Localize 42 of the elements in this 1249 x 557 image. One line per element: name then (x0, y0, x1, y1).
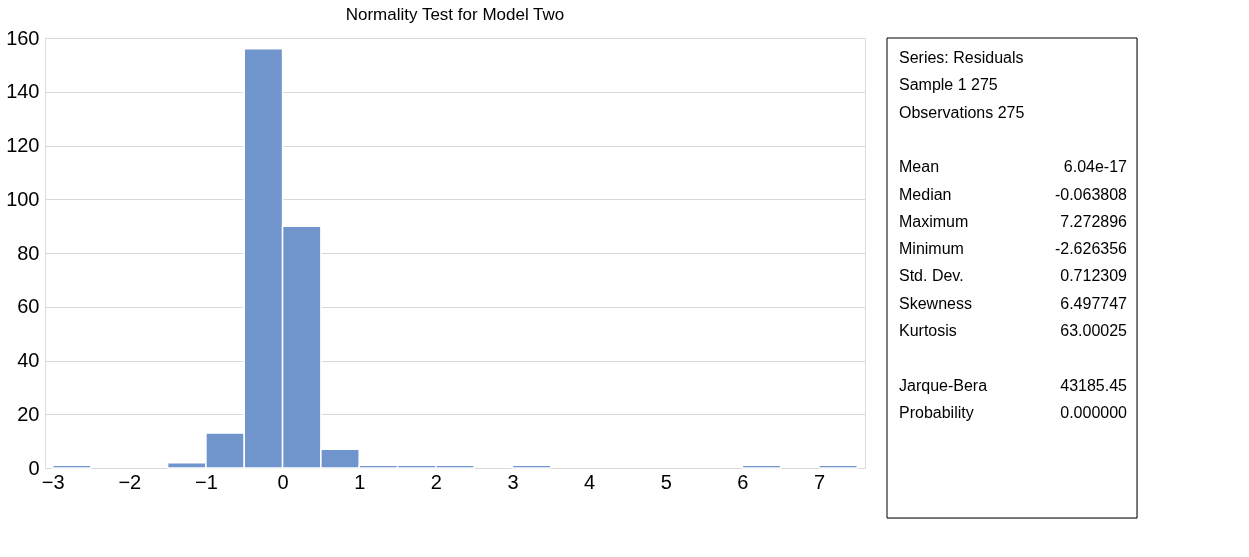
category-label: Minimum (899, 240, 964, 258)
x-tick-label: 1 (354, 470, 366, 493)
x-tick-label: −3 (41, 470, 65, 493)
y-tick-label: 160 (6, 26, 40, 49)
category-label: Jarque-Bera (899, 376, 988, 394)
category-label: Median (899, 185, 952, 203)
chart-title: Normality Test for Model Two (345, 5, 565, 24)
text: Sample 1 275 (899, 76, 998, 94)
x-tick-label: 7 (813, 470, 826, 493)
y-tick-label: 80 (17, 241, 40, 264)
category-label: Mean (899, 158, 940, 176)
text: -2.626356 (1054, 240, 1127, 258)
text: -0.063808 (1054, 185, 1127, 203)
x-tick-label: 3 (507, 470, 519, 493)
y-tick-label: 60 (17, 295, 40, 318)
text: 6.497747 (1060, 294, 1127, 312)
y-tick-label: 40 (17, 349, 40, 371)
text: Series: Residuals (899, 49, 1024, 66)
x-tick-label: 6 (737, 470, 749, 493)
y-tick-label: 100 (6, 187, 40, 210)
text: 0.000000 (1060, 403, 1127, 421)
text: 0.712309 (1060, 267, 1127, 285)
text: 63.00025 (1060, 322, 1127, 339)
text: 43185.45 (1060, 376, 1127, 394)
category-label: Kurtosis (899, 322, 957, 339)
text: Observations 275 (899, 103, 1025, 121)
x-tick-label: 2 (430, 470, 442, 493)
category-label: Skewness (899, 294, 972, 312)
text: 6.04e-17 (1063, 158, 1127, 176)
category-label: Probability (899, 403, 974, 421)
x-tick-label: −1 (195, 470, 218, 493)
y-tick-label: 120 (6, 134, 40, 156)
category-label: Maximum (899, 212, 969, 230)
x-tick-label: 0 (277, 470, 289, 493)
text: 7.272896 (1060, 212, 1127, 230)
y-tick-label: 20 (17, 402, 40, 425)
y-tick-label: 140 (6, 80, 40, 103)
x-tick-label: 4 (584, 470, 596, 493)
x-tick-label: −2 (118, 470, 142, 493)
category-label: Std. Dev. (899, 267, 964, 285)
y-tick-label: 0 (28, 456, 40, 479)
x-tick-label: 5 (660, 470, 672, 493)
